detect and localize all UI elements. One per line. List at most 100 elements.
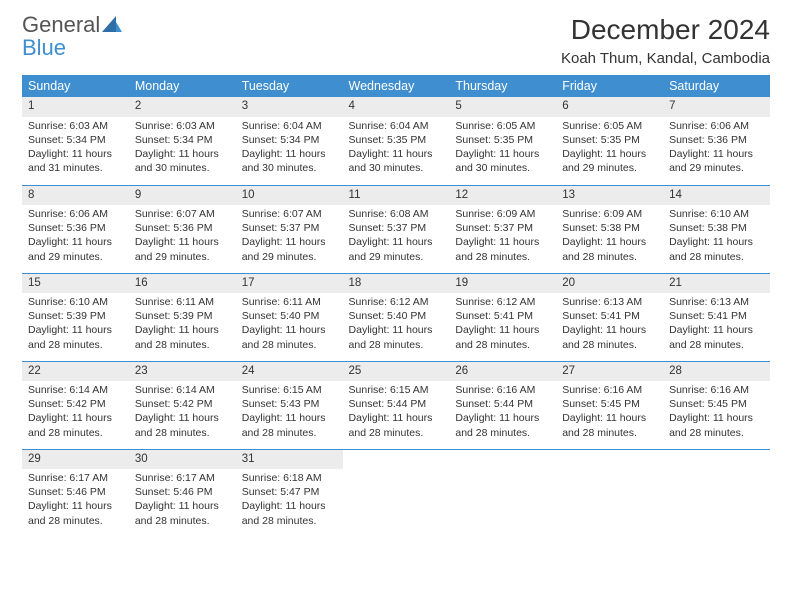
day-number: 1 xyxy=(22,97,129,117)
sunset-line: Sunset: 5:42 PM xyxy=(28,397,123,411)
day-number: 3 xyxy=(236,97,343,117)
calendar-cell: 19Sunrise: 6:12 AMSunset: 5:41 PMDayligh… xyxy=(449,273,556,361)
daylight-line: Daylight: 11 hours and 29 minutes. xyxy=(669,147,764,175)
cell-body: Sunrise: 6:10 AMSunset: 5:39 PMDaylight:… xyxy=(22,293,129,356)
calendar-cell: 3Sunrise: 6:04 AMSunset: 5:34 PMDaylight… xyxy=(236,97,343,185)
sunset-line: Sunset: 5:38 PM xyxy=(669,221,764,235)
cell-body: Sunrise: 6:16 AMSunset: 5:45 PMDaylight:… xyxy=(556,381,663,444)
calendar-cell: 1Sunrise: 6:03 AMSunset: 5:34 PMDaylight… xyxy=(22,97,129,185)
calendar-week-row: 1Sunrise: 6:03 AMSunset: 5:34 PMDaylight… xyxy=(22,97,770,185)
day-number: 29 xyxy=(22,450,129,470)
sunrise-line: Sunrise: 6:10 AM xyxy=(669,207,764,221)
cell-body: Sunrise: 6:15 AMSunset: 5:44 PMDaylight:… xyxy=(343,381,450,444)
sunrise-line: Sunrise: 6:11 AM xyxy=(135,295,230,309)
day-number: 4 xyxy=(343,97,450,117)
day-number: 24 xyxy=(236,362,343,382)
daylight-line: Daylight: 11 hours and 31 minutes. xyxy=(28,147,123,175)
logo: General Blue xyxy=(22,14,122,60)
calendar-week-row: 29Sunrise: 6:17 AMSunset: 5:46 PMDayligh… xyxy=(22,449,770,537)
day-header-row: Sunday Monday Tuesday Wednesday Thursday… xyxy=(22,75,770,97)
day-number: 14 xyxy=(663,186,770,206)
cell-body: Sunrise: 6:09 AMSunset: 5:37 PMDaylight:… xyxy=(449,205,556,268)
daylight-line: Daylight: 11 hours and 30 minutes. xyxy=(242,147,337,175)
calendar-cell xyxy=(663,449,770,537)
cell-body: Sunrise: 6:18 AMSunset: 5:47 PMDaylight:… xyxy=(236,469,343,532)
sunrise-line: Sunrise: 6:13 AM xyxy=(562,295,657,309)
calendar-cell: 26Sunrise: 6:16 AMSunset: 5:44 PMDayligh… xyxy=(449,361,556,449)
daylight-line: Daylight: 11 hours and 30 minutes. xyxy=(349,147,444,175)
calendar-cell: 8Sunrise: 6:06 AMSunset: 5:36 PMDaylight… xyxy=(22,185,129,273)
sunset-line: Sunset: 5:37 PM xyxy=(242,221,337,235)
calendar-cell: 9Sunrise: 6:07 AMSunset: 5:36 PMDaylight… xyxy=(129,185,236,273)
sunset-line: Sunset: 5:39 PM xyxy=(28,309,123,323)
daylight-line: Daylight: 11 hours and 28 minutes. xyxy=(669,323,764,351)
sunset-line: Sunset: 5:47 PM xyxy=(242,485,337,499)
daylight-line: Daylight: 11 hours and 29 minutes. xyxy=(28,235,123,263)
daylight-line: Daylight: 11 hours and 28 minutes. xyxy=(455,323,550,351)
day-header: Sunday xyxy=(22,75,129,97)
logo-sail-icon xyxy=(102,19,122,36)
day-number: 28 xyxy=(663,362,770,382)
month-title: December 2024 xyxy=(561,14,770,46)
cell-body: Sunrise: 6:03 AMSunset: 5:34 PMDaylight:… xyxy=(129,117,236,180)
calendar-cell: 21Sunrise: 6:13 AMSunset: 5:41 PMDayligh… xyxy=(663,273,770,361)
sunrise-line: Sunrise: 6:12 AM xyxy=(455,295,550,309)
daylight-line: Daylight: 11 hours and 28 minutes. xyxy=(455,411,550,439)
sunrise-line: Sunrise: 6:03 AM xyxy=(135,119,230,133)
cell-body: Sunrise: 6:12 AMSunset: 5:41 PMDaylight:… xyxy=(449,293,556,356)
calendar-cell: 14Sunrise: 6:10 AMSunset: 5:38 PMDayligh… xyxy=(663,185,770,273)
sunrise-line: Sunrise: 6:15 AM xyxy=(242,383,337,397)
calendar-cell: 6Sunrise: 6:05 AMSunset: 5:35 PMDaylight… xyxy=(556,97,663,185)
calendar-cell: 12Sunrise: 6:09 AMSunset: 5:37 PMDayligh… xyxy=(449,185,556,273)
day-number: 26 xyxy=(449,362,556,382)
calendar-week-row: 15Sunrise: 6:10 AMSunset: 5:39 PMDayligh… xyxy=(22,273,770,361)
day-number: 8 xyxy=(22,186,129,206)
day-header: Tuesday xyxy=(236,75,343,97)
daylight-line: Daylight: 11 hours and 28 minutes. xyxy=(135,411,230,439)
cell-body: Sunrise: 6:08 AMSunset: 5:37 PMDaylight:… xyxy=(343,205,450,268)
day-number: 6 xyxy=(556,97,663,117)
daylight-line: Daylight: 11 hours and 28 minutes. xyxy=(242,323,337,351)
sunset-line: Sunset: 5:35 PM xyxy=(455,133,550,147)
cell-body: Sunrise: 6:06 AMSunset: 5:36 PMDaylight:… xyxy=(22,205,129,268)
cell-body: Sunrise: 6:13 AMSunset: 5:41 PMDaylight:… xyxy=(556,293,663,356)
header: General Blue December 2024 Koah Thum, Ka… xyxy=(22,14,770,67)
daylight-line: Daylight: 11 hours and 28 minutes. xyxy=(455,235,550,263)
day-number: 17 xyxy=(236,274,343,294)
cell-body: Sunrise: 6:15 AMSunset: 5:43 PMDaylight:… xyxy=(236,381,343,444)
day-header: Wednesday xyxy=(343,75,450,97)
daylight-line: Daylight: 11 hours and 29 minutes. xyxy=(135,235,230,263)
sunset-line: Sunset: 5:38 PM xyxy=(562,221,657,235)
calendar-cell xyxy=(449,449,556,537)
daylight-line: Daylight: 11 hours and 28 minutes. xyxy=(135,499,230,527)
calendar-cell: 22Sunrise: 6:14 AMSunset: 5:42 PMDayligh… xyxy=(22,361,129,449)
sunrise-line: Sunrise: 6:06 AM xyxy=(669,119,764,133)
day-header: Monday xyxy=(129,75,236,97)
calendar-cell xyxy=(343,449,450,537)
sunset-line: Sunset: 5:40 PM xyxy=(349,309,444,323)
sunrise-line: Sunrise: 6:16 AM xyxy=(562,383,657,397)
cell-body: Sunrise: 6:10 AMSunset: 5:38 PMDaylight:… xyxy=(663,205,770,268)
day-number: 15 xyxy=(22,274,129,294)
day-number: 13 xyxy=(556,186,663,206)
calendar-cell: 15Sunrise: 6:10 AMSunset: 5:39 PMDayligh… xyxy=(22,273,129,361)
calendar-cell: 7Sunrise: 6:06 AMSunset: 5:36 PMDaylight… xyxy=(663,97,770,185)
calendar-cell: 31Sunrise: 6:18 AMSunset: 5:47 PMDayligh… xyxy=(236,449,343,537)
daylight-line: Daylight: 11 hours and 28 minutes. xyxy=(349,411,444,439)
calendar-cell: 2Sunrise: 6:03 AMSunset: 5:34 PMDaylight… xyxy=(129,97,236,185)
sunrise-line: Sunrise: 6:07 AM xyxy=(242,207,337,221)
sunrise-line: Sunrise: 6:07 AM xyxy=(135,207,230,221)
sunset-line: Sunset: 5:36 PM xyxy=(135,221,230,235)
day-number: 5 xyxy=(449,97,556,117)
calendar-cell: 4Sunrise: 6:04 AMSunset: 5:35 PMDaylight… xyxy=(343,97,450,185)
title-block: December 2024 Koah Thum, Kandal, Cambodi… xyxy=(561,14,770,67)
day-number: 27 xyxy=(556,362,663,382)
sunset-line: Sunset: 5:34 PM xyxy=(135,133,230,147)
sunset-line: Sunset: 5:44 PM xyxy=(349,397,444,411)
sunrise-line: Sunrise: 6:11 AM xyxy=(242,295,337,309)
sunset-line: Sunset: 5:41 PM xyxy=(562,309,657,323)
cell-body: Sunrise: 6:17 AMSunset: 5:46 PMDaylight:… xyxy=(129,469,236,532)
daylight-line: Daylight: 11 hours and 28 minutes. xyxy=(28,411,123,439)
sunrise-line: Sunrise: 6:17 AM xyxy=(28,471,123,485)
sunrise-line: Sunrise: 6:16 AM xyxy=(455,383,550,397)
